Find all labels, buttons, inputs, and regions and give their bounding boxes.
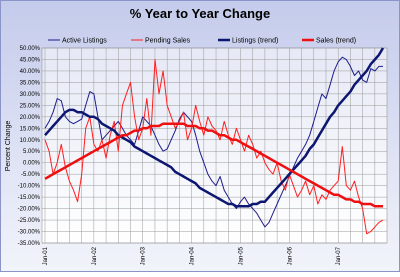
series-line (44, 56, 383, 228)
legend-label: Sales (trend) (316, 38, 356, 45)
x-tick-label: Jan-06 (287, 246, 293, 265)
y-tick-label: -10.00% (18, 184, 41, 190)
y-tick-label: -35.00% (18, 241, 41, 247)
y-tick-label: -15.00% (18, 195, 41, 201)
y-tick-label: 30.00% (20, 92, 41, 98)
y-tick-label: -5.00% (21, 172, 41, 178)
x-tick-label: Jan-02 (92, 246, 98, 265)
x-tick-label: Jan-05 (238, 246, 244, 265)
y-tick-label: -20.00% (18, 207, 41, 213)
legend-label: Active Listings (62, 38, 107, 45)
legend-label: Listings (trend) (232, 38, 278, 45)
grid (42, 47, 387, 244)
y-tick-label: -30.00% (18, 230, 41, 236)
x-tick-label: Jan-04 (190, 246, 196, 265)
y-tick-label: 50.00% (20, 46, 41, 52)
series-line (44, 122, 383, 208)
y-tick-label: 20.00% (20, 115, 41, 121)
x-tick-label: Jan-01 (43, 246, 49, 265)
y-axis-label: Percent Change (5, 121, 12, 172)
y-tick-label: 40.00% (20, 69, 41, 75)
chart-title: % Year to Year Change (130, 6, 270, 21)
y-tick-label: 25.00% (20, 103, 41, 109)
marks (44, 47, 385, 235)
y-tick-label: 45.00% (20, 57, 41, 63)
series-line (44, 59, 384, 235)
y-tick-label: 0.00% (23, 161, 41, 167)
y-tick-label: 35.00% (20, 80, 41, 86)
y-tick-label: -25.00% (18, 218, 41, 224)
y-tick-label: 10.00% (20, 138, 41, 144)
y-tick-label: 5.00% (23, 149, 41, 155)
series-line (44, 47, 385, 208)
legend-label: Pending Sales (145, 38, 191, 45)
x-tick-label: Jan-03 (141, 246, 147, 265)
y-tick-label: 15.00% (20, 126, 41, 132)
x-tick-label: Jan-07 (336, 246, 342, 265)
